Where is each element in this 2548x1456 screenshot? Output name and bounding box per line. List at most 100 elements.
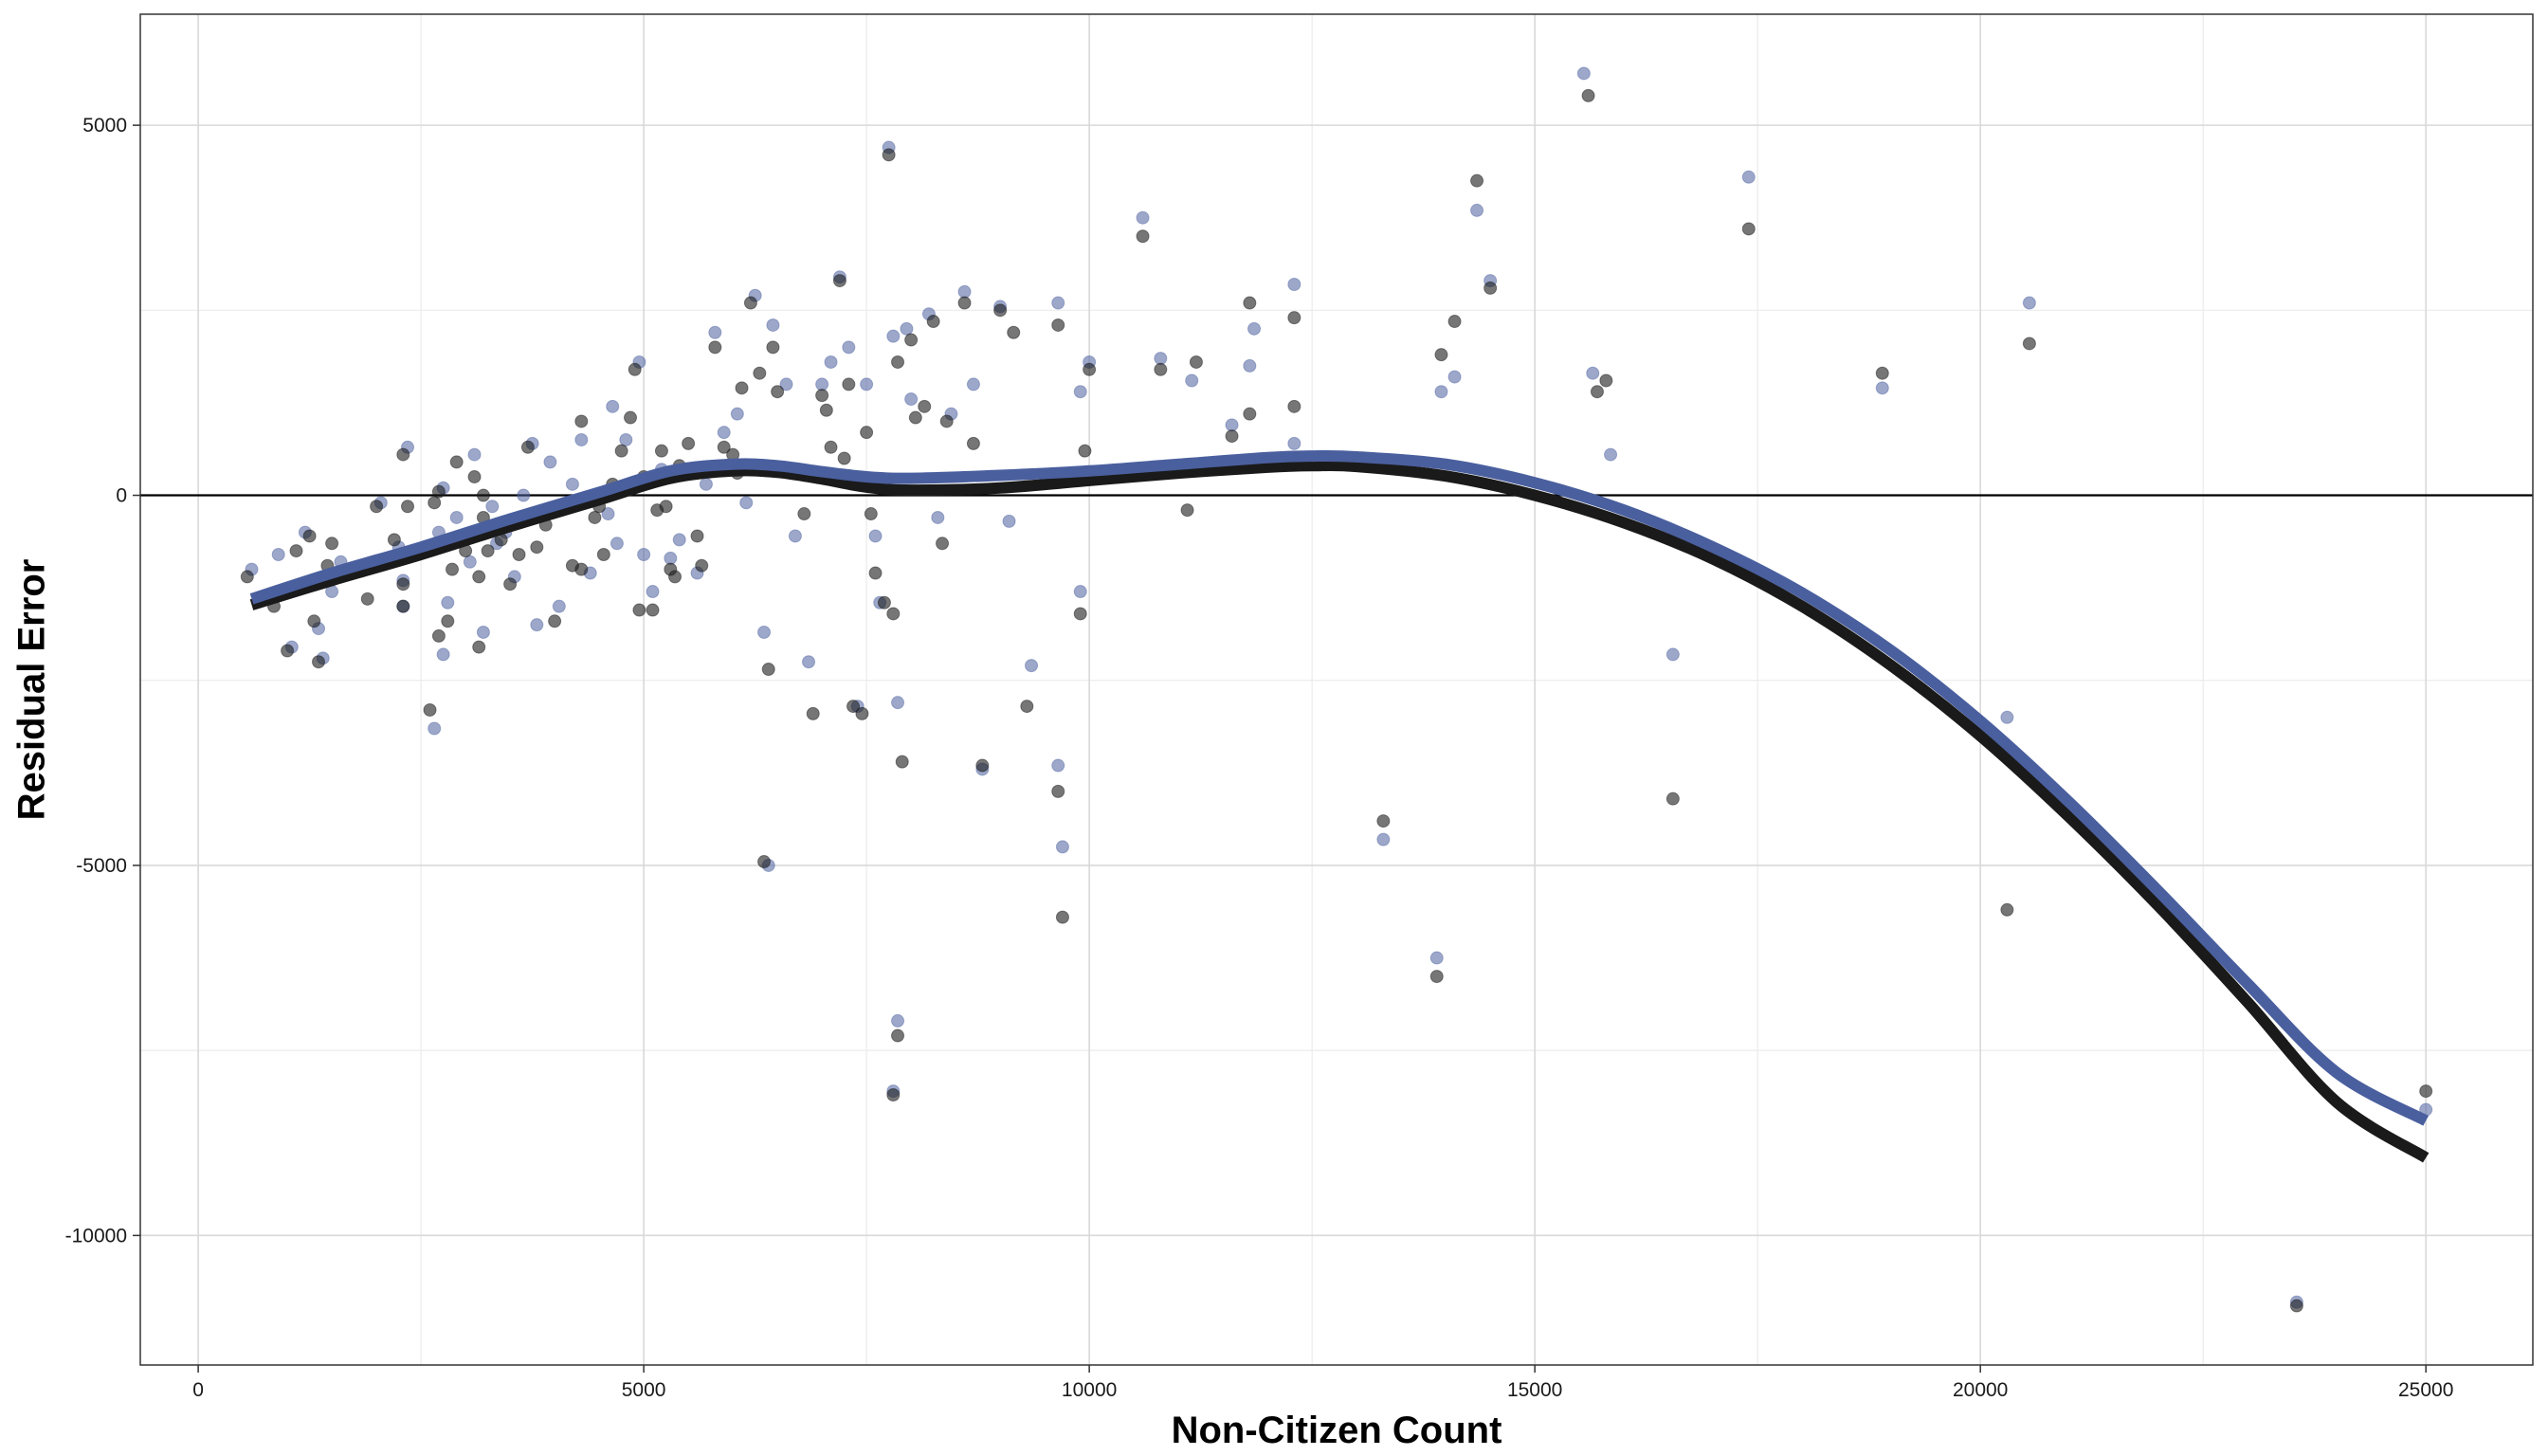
data-point <box>574 432 589 446</box>
data-point <box>1007 325 1021 339</box>
data-point <box>302 529 317 543</box>
data-point <box>904 392 919 407</box>
y-axis-ticks: -10000 -5000 0 5000 <box>65 115 140 1247</box>
data-point <box>891 1028 905 1043</box>
data-point <box>761 663 775 677</box>
data-point <box>467 447 482 462</box>
data-point <box>695 558 709 573</box>
data-point <box>891 355 905 369</box>
smooth-curve-blue <box>249 449 2430 1126</box>
data-point <box>832 274 846 288</box>
data-point <box>882 148 896 162</box>
data-point <box>802 655 816 669</box>
data-point <box>1665 647 1680 662</box>
data-point <box>2419 1084 2433 1099</box>
data-point <box>819 403 833 417</box>
data-point <box>1586 366 1600 380</box>
data-point <box>1376 814 1391 828</box>
data-point <box>1581 88 1595 102</box>
data-point <box>574 562 589 576</box>
data-point <box>1590 385 1604 399</box>
data-point <box>806 706 820 720</box>
data-point <box>739 496 754 510</box>
data-point <box>530 540 544 555</box>
data-point <box>637 548 651 561</box>
data-point <box>1287 436 1301 450</box>
data-point <box>628 362 642 376</box>
data-point <box>664 551 678 565</box>
data-point <box>1287 278 1301 291</box>
data-point <box>730 407 744 421</box>
data-point <box>574 414 589 428</box>
data-point <box>815 389 829 403</box>
data-point <box>449 455 464 469</box>
data-point <box>753 366 767 380</box>
data-point <box>717 440 731 454</box>
data-point <box>619 432 633 446</box>
data-point <box>646 585 660 599</box>
data-point <box>966 436 980 450</box>
data-point <box>517 488 531 502</box>
data-point <box>771 385 785 399</box>
data-point <box>864 507 878 521</box>
data-point <box>743 296 757 310</box>
data-point <box>601 507 615 521</box>
data-point <box>735 381 749 395</box>
data-point <box>717 426 731 440</box>
y-axis-title: Residual Error <box>11 559 53 821</box>
data-point <box>472 570 486 584</box>
data-point <box>842 377 856 391</box>
data-point <box>472 640 486 654</box>
data-point <box>271 548 285 561</box>
data-point <box>699 477 713 491</box>
data-point <box>596 548 610 561</box>
data-point <box>1078 444 1092 458</box>
data-point <box>1287 311 1301 325</box>
data-point <box>1243 296 1257 310</box>
data-point <box>1599 373 1613 388</box>
data-point <box>757 625 772 639</box>
data-point <box>543 455 557 469</box>
data-point <box>766 318 780 332</box>
data-point <box>467 470 482 484</box>
data-point <box>1434 385 1448 399</box>
x-axis-title: Non-Citizen Count <box>1172 1410 1502 1451</box>
data-point <box>240 570 254 584</box>
data-point <box>1154 362 1168 376</box>
data-point <box>423 702 437 717</box>
data-point <box>2289 1299 2303 1313</box>
data-point <box>307 614 321 628</box>
data-point <box>908 410 922 425</box>
data-point <box>530 618 544 632</box>
data-point <box>360 592 374 606</box>
data-point <box>2000 710 2014 724</box>
data-point <box>993 303 1008 318</box>
data-point <box>690 529 704 543</box>
data-point <box>1136 210 1150 225</box>
x-tick-label: 25000 <box>2398 1379 2453 1401</box>
data-point <box>431 628 446 643</box>
data-point <box>1225 429 1239 444</box>
data-point <box>441 614 455 628</box>
data-point <box>682 436 696 450</box>
data-point <box>2022 296 2036 310</box>
data-point <box>1185 373 1199 388</box>
data-point <box>325 537 339 551</box>
data-point <box>396 577 410 592</box>
data-point <box>895 755 909 769</box>
data-point <box>476 625 490 639</box>
data-point <box>1073 585 1087 599</box>
data-point <box>446 562 460 576</box>
y-tick-label: -10000 <box>65 1225 127 1247</box>
data-point <box>886 607 901 621</box>
data-point <box>1604 447 1618 462</box>
data-point <box>868 529 883 543</box>
data-point <box>779 377 793 391</box>
data-point <box>957 284 972 299</box>
data-point <box>672 533 686 547</box>
data-point <box>441 595 455 610</box>
data-point <box>548 614 562 628</box>
data-point <box>837 451 851 465</box>
data-point <box>428 496 442 510</box>
